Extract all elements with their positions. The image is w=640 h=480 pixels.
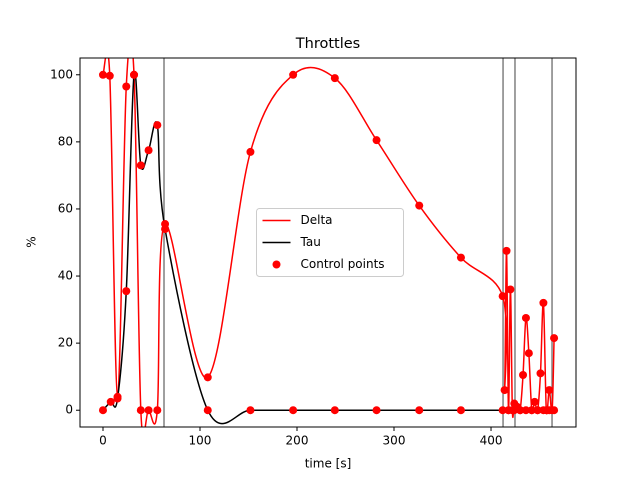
control-point bbox=[106, 397, 115, 406]
control-point bbox=[246, 406, 255, 415]
legend-label: Delta bbox=[301, 213, 333, 227]
control-point bbox=[144, 406, 153, 415]
control-point bbox=[372, 406, 381, 415]
control-point bbox=[539, 406, 548, 415]
control-point bbox=[521, 313, 530, 322]
control-point bbox=[550, 334, 559, 343]
control-point bbox=[415, 201, 424, 210]
control-point bbox=[519, 371, 528, 380]
control-point bbox=[330, 74, 339, 83]
control-point bbox=[524, 349, 533, 358]
y-tick-label: 0 bbox=[65, 403, 73, 417]
control-point bbox=[456, 406, 465, 415]
control-point bbox=[330, 406, 339, 415]
control-point bbox=[144, 146, 153, 155]
x-tick-label: 0 bbox=[99, 434, 107, 448]
x-axis-label: time [s] bbox=[305, 457, 352, 471]
control-point bbox=[161, 225, 170, 234]
control-point bbox=[500, 386, 509, 395]
control-point bbox=[289, 70, 298, 79]
x-tick-label: 200 bbox=[286, 434, 309, 448]
control-point bbox=[545, 386, 554, 395]
control-point bbox=[246, 147, 255, 156]
control-point bbox=[203, 373, 212, 382]
control-point bbox=[122, 287, 131, 296]
control-point bbox=[456, 253, 465, 262]
control-point bbox=[516, 406, 525, 415]
y-tick-label: 20 bbox=[58, 336, 73, 350]
control-point bbox=[530, 397, 539, 406]
control-point bbox=[372, 136, 381, 145]
control-point bbox=[122, 82, 131, 91]
control-point bbox=[504, 406, 513, 415]
x-tick-label: 100 bbox=[189, 434, 212, 448]
y-tick-label: 100 bbox=[50, 67, 73, 81]
control-point bbox=[153, 121, 162, 130]
axes-frame bbox=[79, 57, 577, 428]
control-point bbox=[498, 406, 507, 415]
control-point bbox=[539, 298, 548, 307]
plot-area bbox=[98, 58, 559, 427]
control-point bbox=[498, 292, 507, 301]
control-point bbox=[510, 406, 519, 415]
control-point bbox=[113, 394, 122, 403]
control-point bbox=[98, 406, 107, 415]
control-point bbox=[506, 285, 515, 294]
control-point bbox=[130, 70, 139, 79]
control-point bbox=[527, 406, 536, 415]
control-point bbox=[153, 406, 162, 415]
control-point bbox=[105, 71, 114, 80]
legend-box bbox=[256, 208, 404, 277]
legend-label: Tau bbox=[300, 235, 321, 249]
y-tick-label: 40 bbox=[58, 269, 73, 283]
control-point bbox=[136, 406, 145, 415]
control-point bbox=[536, 369, 545, 378]
chart-title: Throttles bbox=[295, 36, 360, 52]
control-point bbox=[98, 70, 107, 79]
control-point bbox=[415, 406, 424, 415]
y-tick-label: 80 bbox=[58, 134, 73, 148]
legend-label: Control points bbox=[301, 257, 385, 271]
y-axis-label: % bbox=[25, 236, 39, 247]
control-point bbox=[502, 246, 511, 255]
control-point bbox=[289, 406, 298, 415]
x-tick-label: 400 bbox=[480, 434, 503, 448]
control-point bbox=[136, 161, 145, 170]
legend-marker bbox=[272, 260, 281, 269]
control-point bbox=[521, 406, 530, 415]
x-tick-label: 300 bbox=[383, 434, 406, 448]
control-point bbox=[550, 406, 559, 415]
control-point bbox=[533, 406, 542, 415]
legend: Delta Tau Control points bbox=[256, 208, 404, 277]
control-point bbox=[203, 406, 212, 415]
y-tick-label: 60 bbox=[58, 201, 73, 215]
